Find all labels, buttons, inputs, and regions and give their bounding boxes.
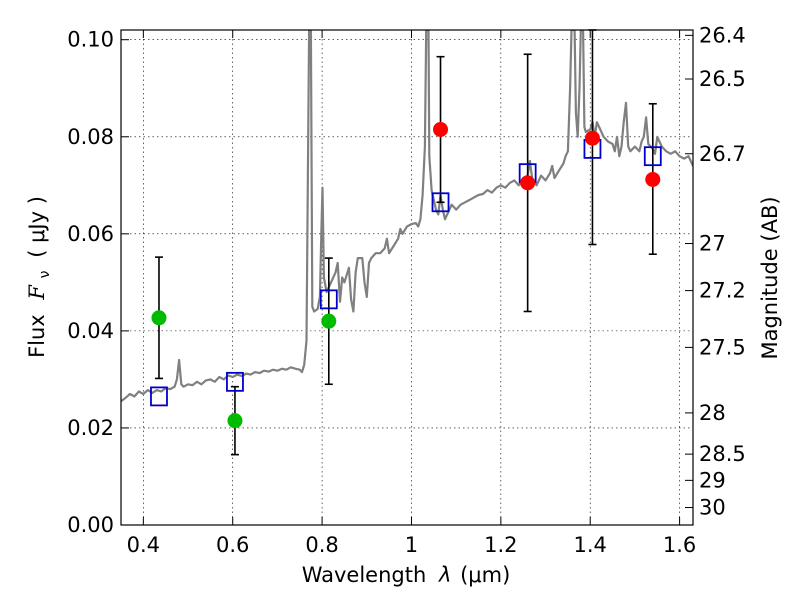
axis-ticks: 0.4 0.6 0.8 1 1.2 1.4 1.6 0.00 0.02 0.04 0.06 0.08 0… (67, 23, 746, 557)
magnitude-tick-label: 27.5 (699, 335, 746, 359)
data-markers (150, 29, 662, 456)
magnitude-tick-label: 29 (699, 468, 726, 492)
plot-content (121, 30, 693, 403)
observed-red-point (520, 175, 536, 191)
y-tick-label: 0.06 (67, 222, 114, 246)
y-tick-label: 0.10 (67, 28, 114, 52)
y-tick-label: 0.04 (67, 319, 114, 343)
x-tick-label: 0.6 (216, 533, 249, 557)
magnitude-tick-label: 27.2 (699, 279, 746, 303)
x-tick-label: 1.2 (484, 533, 517, 557)
grid (121, 30, 693, 525)
model-photometry-square (431, 192, 450, 213)
model-photometry-square (150, 386, 168, 407)
observed-red-point (645, 171, 661, 187)
model-photometry-square (319, 289, 338, 310)
x-tick-label: 1.4 (574, 533, 607, 557)
y-tick-label: 0.08 (67, 125, 114, 149)
observed-red-point (433, 121, 449, 137)
y-tick-label: 0.02 (67, 416, 114, 440)
magnitude-tick-label: 26.7 (699, 142, 746, 166)
model-photometry-square (643, 146, 662, 167)
observed-green-point (321, 313, 337, 329)
model-photometry-square (226, 371, 244, 392)
plot-frame (120, 29, 694, 526)
observed-green-point (227, 413, 243, 429)
magnitude-tick-label: 26.4 (699, 23, 746, 47)
magnitude-tick-label: 30 (699, 496, 726, 520)
magnitude-tick-label: 27 (699, 232, 726, 256)
y-axis-label: Flux F ν ( μJy ) (25, 196, 54, 358)
observed-red-point (584, 130, 600, 146)
x-axis-label: Wavelength λ (μm) (302, 563, 511, 587)
magnitude-tick-label: 28.5 (699, 442, 746, 466)
observed-green-point (151, 310, 167, 326)
y-tick-label: 0.00 (67, 513, 114, 537)
x-tick-label: 0.4 (127, 533, 160, 557)
magnitude-tick-label: 26.5 (699, 67, 746, 91)
x-tick-label: 0.8 (305, 533, 338, 557)
model-spectrum-line (121, 30, 693, 403)
magnitude-axis-label: Magnitude (AB) (758, 196, 782, 359)
magnitude-tick-label: 28 (699, 401, 726, 425)
x-tick-label: 1 (405, 533, 418, 557)
x-tick-label: 1.6 (663, 533, 696, 557)
